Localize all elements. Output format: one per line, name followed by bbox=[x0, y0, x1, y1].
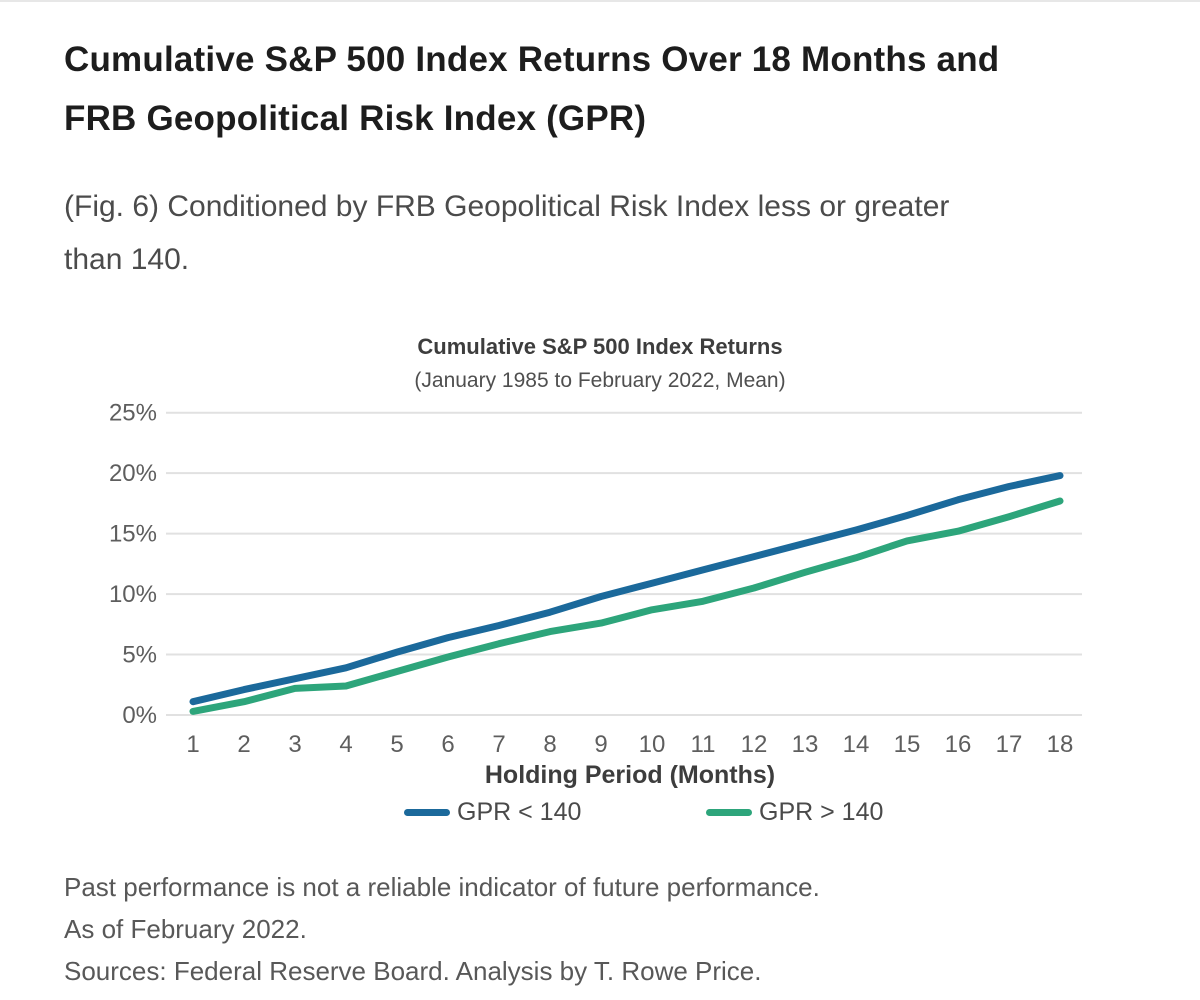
chart-title: Cumulative S&P 500 Index Returns bbox=[417, 334, 783, 359]
x-tick-label: 12 bbox=[741, 731, 768, 758]
figure-caption-line-2: than 140. bbox=[64, 243, 190, 276]
page-title: Cumulative S&P 500 Index Returns Over 18… bbox=[64, 30, 1184, 148]
footnote-performance: Past performance is not a reliable indic… bbox=[64, 872, 820, 902]
x-tick-label: 11 bbox=[691, 731, 716, 758]
x-tick-label: 15 bbox=[894, 731, 921, 758]
y-tick-label: 0% bbox=[122, 702, 157, 729]
footnote-as-of: As of February 2022. bbox=[64, 914, 307, 944]
y-tick-label: 20% bbox=[109, 460, 157, 487]
x-tick-label: 4 bbox=[339, 731, 352, 758]
legend-item-gpr-gt-140: GPR > 140 bbox=[706, 796, 883, 828]
y-tick-label: 10% bbox=[109, 581, 157, 608]
legend-swatch-gpr-gt-140 bbox=[706, 808, 752, 816]
figure-caption-line-1: (Fig. 6) Conditioned by FRB Geopolitical… bbox=[64, 190, 950, 223]
page-top-divider bbox=[0, 0, 1200, 2]
legend-swatch-gpr-lt-140 bbox=[404, 808, 450, 816]
x-tick-label: 16 bbox=[945, 731, 972, 758]
page-title-line-2: FRB Geopolitical Risk Index (GPR) bbox=[64, 99, 647, 138]
x-tick-label: 18 bbox=[1047, 731, 1074, 758]
x-tick-label: 5 bbox=[390, 731, 403, 758]
y-tick-label: 25% bbox=[109, 400, 157, 427]
footnote-sources: Sources: Federal Reserve Board. Analysis… bbox=[64, 956, 762, 986]
y-tick-label: 15% bbox=[109, 521, 157, 548]
x-axis-title: Holding Period (Months) bbox=[484, 761, 776, 789]
x-tick-label: 2 bbox=[237, 731, 250, 758]
figure-caption: (Fig. 6) Conditioned by FRB Geopolitical… bbox=[64, 180, 1184, 286]
line-chart: 0%5%10%15%20%25%1 2 3 4 5 6 7 8 9 10 11 12 13 14 15 16 1… bbox=[109, 400, 1082, 758]
x-tick-label: 10 bbox=[639, 731, 666, 758]
legend-label-gpr-gt-140: GPR > 140 bbox=[759, 797, 884, 826]
y-tick-label: 5% bbox=[122, 642, 157, 669]
x-tick-label: 14 bbox=[843, 731, 870, 758]
series-line-gpr-lt-140 bbox=[189, 472, 1064, 706]
x-tick-label: 9 bbox=[594, 731, 607, 758]
x-tick-label: 8 bbox=[543, 731, 556, 758]
chart-subtitle: (January 1985 to February 2022, Mean) bbox=[414, 369, 786, 392]
footnotes: Past performance is not a reliable indic… bbox=[64, 866, 1164, 992]
legend-item-gpr-lt-140: GPR < 140 bbox=[404, 796, 581, 828]
x-tick-label: 13 bbox=[792, 731, 819, 758]
chart-legend: GPR < 140 GPR > 140 bbox=[0, 796, 1200, 828]
x-tick-label: 7 bbox=[492, 731, 505, 758]
x-tick-label: 6 bbox=[441, 731, 454, 758]
series-line-gpr-gt-140 bbox=[189, 497, 1064, 715]
legend-label-gpr-lt-140: GPR < 140 bbox=[457, 797, 582, 826]
x-tick-label: 3 bbox=[288, 731, 301, 758]
x-tick-label: 1 bbox=[186, 731, 199, 758]
page-title-line-1: Cumulative S&P 500 Index Returns Over 18… bbox=[64, 40, 1000, 79]
x-tick-label: 17 bbox=[996, 731, 1023, 758]
